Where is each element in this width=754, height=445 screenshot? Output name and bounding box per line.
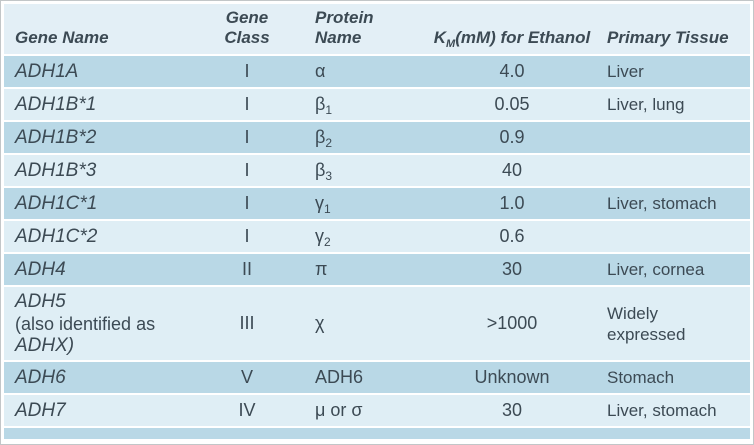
gene-name-note-alias: ADHX)	[15, 334, 75, 356]
gene-class-cell: I	[244, 94, 250, 114]
gene-class-cell: I	[244, 61, 250, 81]
header-km: KM(mM) for Ethanol	[430, 4, 594, 54]
header-protein-name: Protein Name	[282, 4, 430, 54]
protein-name-cell: π	[315, 259, 328, 279]
header-gene-class-line2: Class	[224, 28, 270, 47]
km-value-cell: 0.9	[499, 127, 525, 147]
table-row: ADH1C*1 I γ1 1.0 Liver, stomach	[4, 188, 750, 221]
tissue-cell: Liver, stomach	[607, 400, 717, 420]
protein-name-cell: β1	[315, 94, 333, 117]
tissue-cell: Liver, stomach	[607, 193, 717, 213]
gene-class-cell: II	[241, 259, 252, 279]
table-row: ADH7 IV μ or σ 30 Liver, stomach	[4, 395, 750, 428]
header-primary-tissue-label: Primary Tissue	[607, 28, 729, 47]
gene-class-cell: I	[244, 226, 250, 246]
km-value-cell: 30	[501, 400, 523, 420]
gene-class-cell: I	[244, 127, 250, 147]
gene-class-cell: III	[239, 313, 255, 333]
header-protein-line2: Name	[315, 28, 362, 47]
table-row: ADH6 V ADH6 Unknown Stomach	[4, 362, 750, 395]
gene-name-cell: ADH1C*1	[15, 192, 98, 214]
km-value-cell: 30	[501, 259, 523, 279]
table-footer-strip	[4, 428, 750, 439]
gene-class-cell: I	[244, 193, 250, 213]
km-value-cell: 4.0	[499, 61, 525, 81]
table-row: ADH1B*1 I β1 0.05 Liver, lung	[4, 89, 750, 122]
table-row: ADH1C*2 I γ2 0.6	[4, 221, 750, 254]
gene-name-cell: ADH1B*2	[15, 126, 97, 148]
protein-name-cell: β3	[315, 160, 333, 183]
gene-name-cell: ADH1A	[15, 60, 79, 82]
protein-name-cell: α	[315, 61, 326, 81]
protein-name-cell: β2	[315, 127, 333, 150]
gene-name-cell: ADH7	[15, 399, 66, 421]
header-gene-class-line1: Gene	[225, 8, 269, 27]
gene-name-cell: ADH4	[15, 258, 66, 280]
protein-name-cell: ADH6	[315, 367, 364, 387]
table-row: ADH1B*3 I β3 40	[4, 155, 750, 188]
km-value-cell: 1.0	[499, 193, 525, 213]
km-value-cell: Unknown	[474, 367, 550, 387]
tissue-cell: Liver, cornea	[607, 259, 705, 279]
header-gene-name: Gene Name	[4, 4, 212, 54]
table-row: ADH5 (also identified as ADHX) III χ >10…	[4, 287, 750, 362]
table-row: ADH4 II π 30 Liver, cornea	[4, 254, 750, 287]
km-value-cell: 0.05	[494, 94, 530, 114]
tissue-cell: Liver	[607, 61, 644, 81]
km-value-cell: >1000	[486, 313, 538, 333]
protein-name-cell: μ or σ	[315, 400, 363, 420]
gene-name-cell: ADH1B*3	[15, 159, 97, 181]
tissue-cell: Stomach	[607, 367, 675, 387]
tissue-cell: Liver, lung	[607, 94, 685, 114]
table-row: ADH1B*2 I β2 0.9	[4, 122, 750, 155]
km-value-cell: 0.6	[499, 226, 525, 246]
gene-class-cell: V	[240, 367, 253, 387]
gene-name-cell: ADH1B*1	[15, 93, 97, 115]
table-row: ADH1A I α 4.0 Liver	[4, 56, 750, 89]
gene-name-note: (also identified as	[15, 313, 156, 334]
km-value-cell: 40	[501, 160, 523, 180]
protein-name-cell: γ2	[315, 226, 331, 249]
gene-name-cell: ADH6	[15, 366, 66, 388]
protein-name-cell: χ	[315, 313, 325, 333]
gene-name: ADH5	[15, 290, 66, 312]
gene-class-cell: I	[244, 160, 250, 180]
gene-name-cell: ADH1C*2	[15, 225, 98, 247]
gene-name-cell: ADH5 (also identified as ADHX)	[4, 291, 212, 357]
header-protein-line1: Protein	[315, 8, 374, 27]
header-primary-tissue: Primary Tissue	[594, 4, 750, 54]
header-gene-name-label: Gene Name	[15, 28, 109, 47]
tissue-cell: Widely expressed	[607, 303, 686, 344]
header-km-label: KM(mM) for Ethanol	[433, 28, 591, 50]
protein-name-cell: γ1	[315, 193, 331, 216]
header-gene-class: Gene Class	[212, 4, 282, 54]
table-header-row: Gene Name Gene Class Protein Name KM(mM)…	[4, 4, 750, 56]
gene-class-cell: IV	[238, 400, 256, 420]
